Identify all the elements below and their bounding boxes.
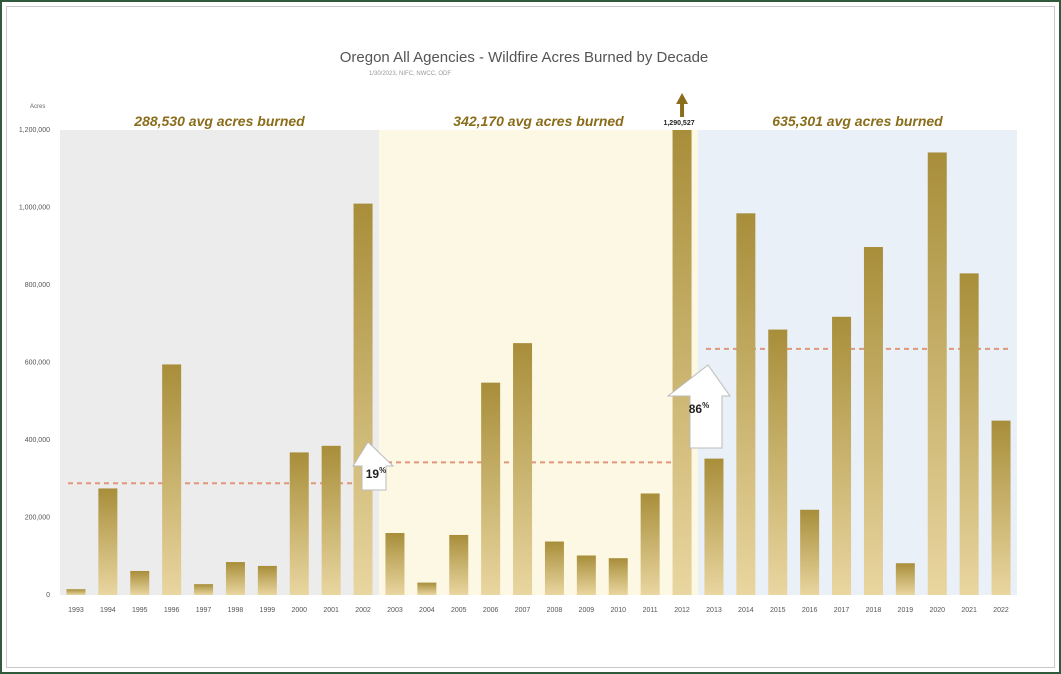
y-tick-label: 400,000 <box>25 437 50 444</box>
bar-2011 <box>640 493 660 595</box>
y-tick-label: 200,000 <box>25 515 50 522</box>
bar-1995 <box>130 570 150 595</box>
x-tick-label: 2012 <box>674 607 690 614</box>
y-tick-label: 600,000 <box>25 360 50 367</box>
bar-2009 <box>576 555 596 595</box>
x-tick-label: 2006 <box>483 607 499 614</box>
x-tick-label: 2007 <box>515 607 531 614</box>
percent-change-arrow-icon-1 <box>352 441 395 491</box>
x-tick-label: 1997 <box>196 607 212 614</box>
x-tick-label: 2011 <box>643 607 658 614</box>
x-tick-label: 2014 <box>738 607 754 614</box>
x-tick-label: 2003 <box>387 607 403 614</box>
chart-subtitle: 1/30/2023, NIFC, NWCC, ODF <box>369 71 451 77</box>
bar-2005 <box>449 534 469 595</box>
bar-2008 <box>544 541 564 595</box>
x-tick-label: 2008 <box>547 607 563 614</box>
x-tick-label: 2019 <box>898 607 914 614</box>
bar-2007 <box>513 343 533 595</box>
x-tick-label: 2020 <box>929 607 945 614</box>
bar-2022 <box>991 420 1011 595</box>
bar-2004 <box>417 582 437 595</box>
x-tick-label: 1994 <box>100 607 116 614</box>
bar-2021 <box>959 273 979 595</box>
bar-2020 <box>927 152 947 595</box>
bar-2000 <box>289 452 309 595</box>
x-tick-label: 1995 <box>132 607 148 614</box>
bar-2016 <box>800 509 820 595</box>
percent-change-arrow-icon-2 <box>666 364 731 449</box>
x-tick-label: 2005 <box>451 607 467 614</box>
x-tick-label: 2017 <box>834 607 850 614</box>
x-tick-label: 2015 <box>770 607 786 614</box>
period-average-label-2: 342,170 avg acres burned <box>453 113 624 129</box>
y-axis-label: Acres <box>30 104 45 110</box>
x-tick-label: 1998 <box>228 607 244 614</box>
bar-2017 <box>832 316 852 595</box>
bar-1996 <box>162 364 182 595</box>
percent-change-label-1: 19% <box>366 466 386 481</box>
bar-1998 <box>225 562 245 595</box>
bar-2015 <box>768 329 788 595</box>
x-tick-label: 2001 <box>323 607 339 614</box>
y-tick-label: 800,000 <box>25 282 50 289</box>
x-tick-label: 2004 <box>419 607 435 614</box>
x-tick-label: 2022 <box>993 607 1009 614</box>
bar-2006 <box>481 382 501 595</box>
x-tick-label: 2021 <box>961 607 977 614</box>
bar-1999 <box>257 565 277 595</box>
clipped-bar-value-label: 1,290,527 <box>663 120 694 127</box>
bar-2018 <box>863 247 883 595</box>
bar-1993 <box>66 589 86 595</box>
x-tick-label: 2018 <box>866 607 882 614</box>
bar-1997 <box>194 584 214 595</box>
x-tick-label: 2000 <box>291 607 307 614</box>
y-tick-label: 1,200,000 <box>19 127 50 134</box>
chart-inner-border <box>6 6 1055 668</box>
bar-2010 <box>608 558 628 595</box>
x-tick-label: 2013 <box>706 607 722 614</box>
x-tick-label: 2002 <box>355 607 371 614</box>
bar-2002 <box>353 203 373 595</box>
percent-change-label-2: 86% <box>689 401 709 416</box>
x-tick-label: 2016 <box>802 607 818 614</box>
x-tick-label: 2009 <box>579 607 595 614</box>
x-tick-label: 1993 <box>68 607 84 614</box>
x-tick-label: 1996 <box>164 607 180 614</box>
bar-1994 <box>98 488 118 595</box>
bar-2014 <box>736 213 756 595</box>
bar-2003 <box>385 533 405 595</box>
x-tick-label: 1999 <box>260 607 276 614</box>
y-tick-label: 1,000,000 <box>19 205 50 212</box>
bar-2001 <box>321 445 341 595</box>
period-average-label-3: 635,301 avg acres burned <box>772 113 943 129</box>
x-tick-label: 2010 <box>610 607 626 614</box>
chart-title: Oregon All Agencies - Wildfire Acres Bur… <box>340 49 709 66</box>
period-average-label-1: 288,530 avg acres burned <box>133 113 305 129</box>
bar-2019 <box>895 563 915 595</box>
bar-2012 <box>672 130 692 595</box>
overflow-arrow-icon <box>676 93 689 117</box>
y-tick-label: 0 <box>46 592 50 599</box>
bar-2013 <box>704 458 724 595</box>
